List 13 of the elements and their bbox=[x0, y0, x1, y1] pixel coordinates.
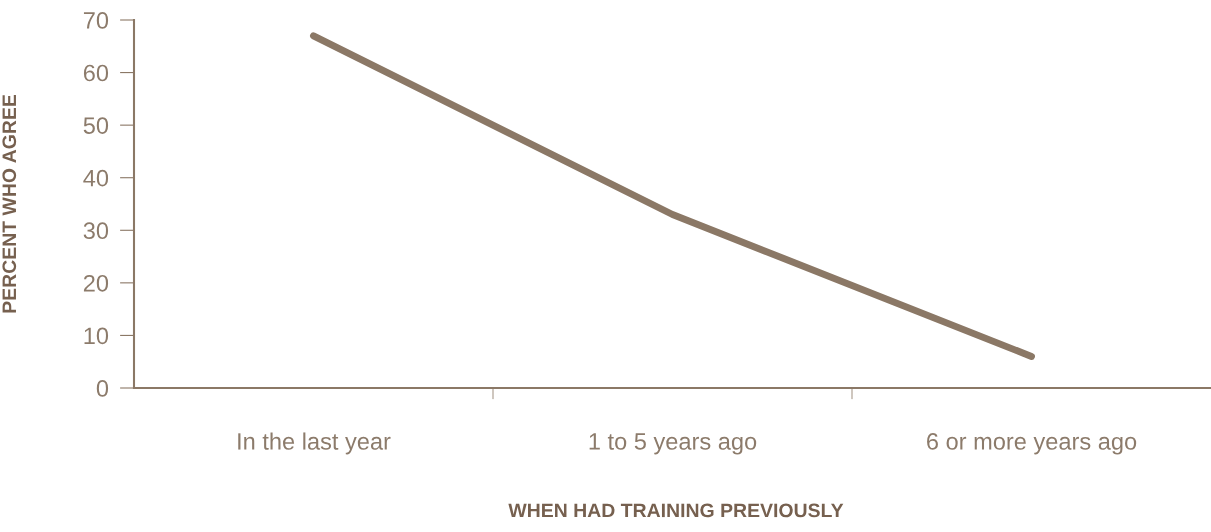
y-tick-label: 10 bbox=[84, 327, 109, 345]
y-tick-label: 40 bbox=[83, 169, 109, 187]
x-tick-label: 1 to 5 years ago bbox=[589, 433, 757, 455]
y-tick-label: 20 bbox=[83, 274, 109, 292]
y-tick-label: 60 bbox=[83, 64, 109, 82]
x-axis-title: WHEN HAD TRAINING PREVIOUSLY bbox=[508, 503, 844, 518]
y-tick-label: 30 bbox=[83, 222, 109, 240]
y-tick-label: 70 bbox=[83, 12, 109, 29]
y-tick-label: 50 bbox=[83, 117, 109, 134]
y-axis-title: PERCENT WHO AGREE bbox=[2, 94, 17, 313]
x-tick-label: In the last year bbox=[238, 432, 391, 455]
x-tick-label: 6 or more years ago bbox=[927, 433, 1137, 455]
y-tick-label: 0 bbox=[96, 380, 109, 397]
